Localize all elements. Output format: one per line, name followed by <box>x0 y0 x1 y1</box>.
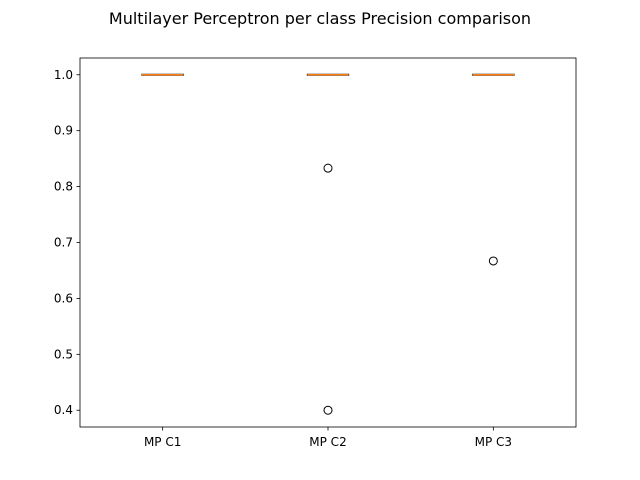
y-tick-label: 0.7 <box>54 236 73 250</box>
y-tick-label: 1.0 <box>54 68 73 82</box>
box-mp-c1 <box>141 73 184 76</box>
outlier-point <box>488 256 498 266</box>
x-tick-label: MP C1 <box>144 435 181 449</box>
plot-frame <box>79 57 577 428</box>
axes: 0.4 0.5 0.6 0.7 0.8 0.9 1.0 MP C1 MP C2 MP C3 <box>54 57 577 449</box>
plot-marks <box>141 73 515 415</box>
y-tick-label: 0.6 <box>54 291 73 305</box>
x-tick-label: MP C2 <box>309 435 346 449</box>
box-mp-c2 <box>306 73 350 415</box>
x-tick-label: MP C3 <box>475 435 512 449</box>
y-tick-label: 0.5 <box>54 347 73 361</box>
outlier-point <box>323 163 333 173</box>
outlier-point <box>323 405 333 415</box>
y-tick-label: 0.8 <box>54 180 73 194</box>
box-mp-c3 <box>472 73 515 266</box>
y-tick-label: 0.9 <box>54 124 73 138</box>
y-tick-label: 0.4 <box>54 403 73 417</box>
chart-title: Multilayer Perceptron per class Precisio… <box>109 9 531 28</box>
